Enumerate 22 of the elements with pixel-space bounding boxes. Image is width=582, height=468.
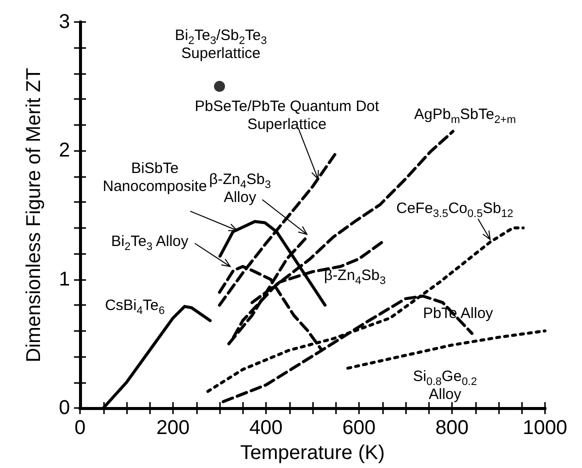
x-tick-label: 0 bbox=[74, 417, 86, 440]
y-tick-label: 1 bbox=[58, 268, 70, 290]
text: Bi$_{2}$Te$_{3}$ Alloy bbox=[110, 233, 190, 254]
series-label: AgPb$_{m}$SbTe$_{2+m}$ bbox=[413, 106, 517, 126]
series-label: CsBi$_{4}$Te$_{6}$ bbox=[104, 297, 166, 318]
x-tick-label: 1000 bbox=[522, 417, 568, 440]
x-axis-title: Temperature (K) bbox=[240, 442, 385, 464]
y-axis-title: Dimensionless Figure of Merit ZT bbox=[23, 68, 45, 362]
text: BiSbTe Nanocomposite bbox=[102, 160, 207, 195]
series-label: CeFe$_{3.5}$Co$_{0.5}$Sb$_{12}$ bbox=[395, 200, 514, 220]
y-tick-label: 2 bbox=[58, 140, 70, 162]
y-tick-label: 3 bbox=[58, 11, 70, 33]
series-label: β-Zn$_{4}$Sb$_{3}$ bbox=[322, 266, 387, 287]
text: β-Zn$_{4}$Sb$_{3}$ Alloy bbox=[209, 171, 271, 206]
x-tick-label: 200 bbox=[156, 417, 190, 440]
y-tick-label: 0 bbox=[58, 397, 70, 420]
text: Bi$_{2}$Te$_{3}$/Sb$_{2}$Te$_{3}$ Superlattice bbox=[174, 27, 267, 62]
x-tick-label: 600 bbox=[342, 417, 376, 440]
x-tick-label: 400 bbox=[249, 417, 283, 440]
series-label: Si$_{0.8}$Ge$_{0.2}$ Alloy bbox=[412, 368, 478, 404]
text: PbSeTe/PbTe Quantum Dot Superlattice bbox=[194, 98, 380, 134]
x-tick-label: 800 bbox=[435, 417, 469, 440]
